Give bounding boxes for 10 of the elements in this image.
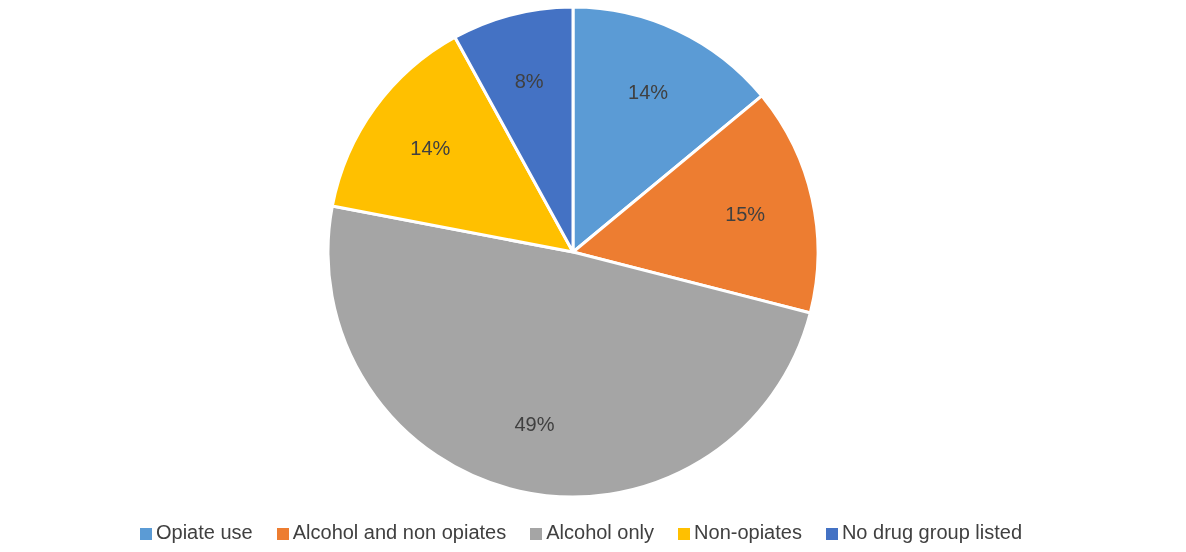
- legend-label: Non-opiates: [694, 521, 802, 543]
- data-label: 14%: [628, 81, 669, 104]
- data-label: 8%: [514, 70, 544, 93]
- legend-label: Opiate use: [155, 521, 253, 543]
- data-label: 15%: [725, 202, 766, 225]
- legend-label: Alcohol only: [546, 521, 655, 543]
- legend-label: No drug group listed: [841, 521, 1023, 543]
- data-label: 14%: [410, 137, 451, 160]
- legend-label: Alcohol and non opiates: [292, 521, 507, 543]
- data-label: 49%: [514, 413, 555, 436]
